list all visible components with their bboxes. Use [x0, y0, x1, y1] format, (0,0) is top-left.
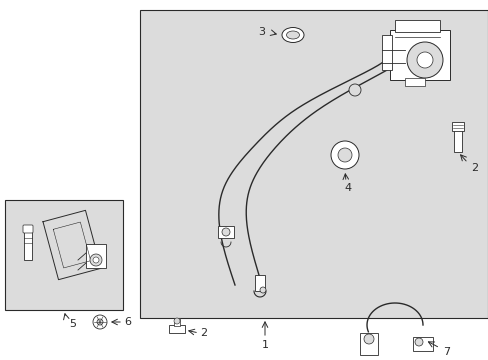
Bar [451, 122, 463, 131]
Bar [359, 333, 377, 355]
Bar [453, 130, 461, 152]
Circle shape [363, 334, 373, 344]
Text: 4: 4 [344, 183, 351, 193]
FancyBboxPatch shape [23, 225, 33, 233]
Circle shape [348, 84, 360, 96]
Ellipse shape [282, 27, 304, 42]
Circle shape [174, 318, 180, 324]
Text: 5: 5 [69, 319, 76, 329]
Circle shape [416, 52, 432, 68]
Bar [218, 226, 234, 238]
Text: 3: 3 [258, 27, 265, 37]
Circle shape [93, 257, 99, 263]
Bar [389, 30, 449, 80]
Text: 2: 2 [200, 328, 207, 338]
Circle shape [93, 315, 107, 329]
Bar [254, 275, 264, 291]
Bar [5, 200, 123, 310]
Bar [394, 20, 439, 32]
Circle shape [337, 148, 351, 162]
Bar [140, 10, 487, 318]
Text: 6: 6 [124, 317, 131, 327]
Circle shape [222, 228, 229, 236]
Text: 2: 2 [470, 163, 478, 173]
Bar [412, 337, 432, 351]
Circle shape [414, 338, 422, 346]
Bar [86, 244, 106, 268]
Bar [404, 78, 424, 86]
Circle shape [330, 141, 358, 169]
Text: 7: 7 [443, 347, 449, 357]
Circle shape [97, 319, 103, 325]
Text: 1: 1 [261, 340, 268, 350]
Bar [24, 230, 32, 260]
Bar [169, 325, 184, 333]
Bar [174, 318, 180, 326]
Circle shape [260, 287, 265, 293]
Ellipse shape [286, 31, 299, 39]
Bar [381, 35, 391, 70]
Circle shape [90, 254, 102, 266]
Circle shape [406, 42, 442, 78]
